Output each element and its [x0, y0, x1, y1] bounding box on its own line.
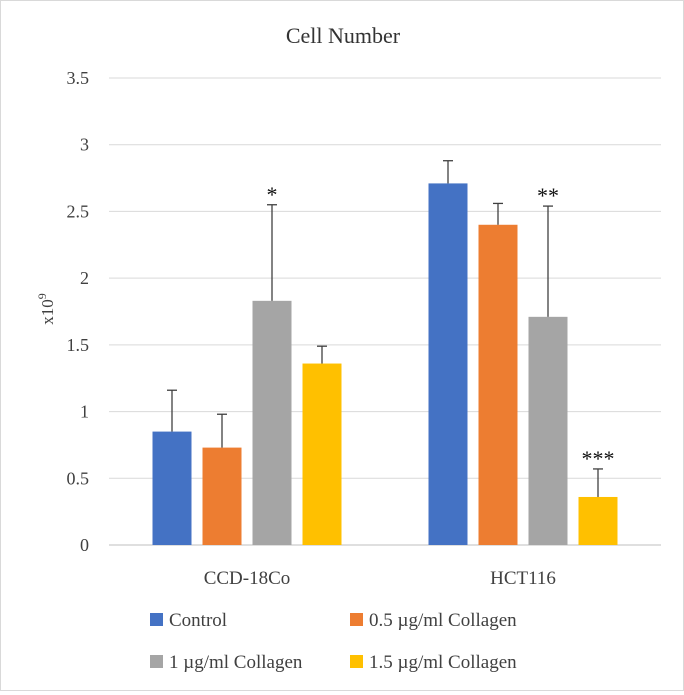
significance-markers: * *****	[267, 182, 615, 471]
y-axis-label-base: x10	[38, 299, 57, 325]
bar	[428, 183, 468, 545]
legend-label: Control	[169, 610, 227, 631]
chart-title: Cell Number	[286, 23, 401, 48]
y-tick-label: 1.5	[67, 335, 90, 355]
legend: Control 0.5 µg/ml Collagen 1 µg/ml Collage…	[150, 610, 517, 673]
y-tick-label: 3.5	[67, 68, 90, 88]
legend-label: 0.5 µg/ml Collagen	[369, 610, 517, 631]
error-bars	[167, 160, 603, 497]
y-tick-label: 2.5	[67, 201, 90, 221]
y-tick-label: 3	[80, 135, 89, 155]
legend-label: 1.5 µg/ml Collagen	[369, 652, 517, 673]
bar	[252, 300, 292, 545]
legend-swatch	[150, 613, 163, 626]
y-tick-label: 0.5	[67, 468, 90, 488]
bar	[578, 496, 618, 545]
gridlines	[109, 77, 661, 546]
x-axis-categories: CCD-18Co HCT116	[204, 568, 556, 589]
legend-swatch	[350, 655, 363, 668]
y-tick-label: 1	[80, 402, 89, 422]
y-axis-label: x109	[35, 293, 57, 325]
significance-marker: ***	[582, 446, 615, 471]
legend-swatch	[150, 655, 163, 668]
significance-marker: **	[537, 183, 559, 208]
y-axis-label-exponent: 9	[35, 293, 49, 299]
legend-swatch	[350, 613, 363, 626]
significance-marker: *	[267, 182, 278, 207]
y-tick-label: 2	[80, 268, 89, 288]
legend-label: 1 µg/ml Collagen	[169, 652, 303, 673]
bar	[152, 431, 192, 545]
bar	[528, 316, 568, 545]
bar	[202, 447, 242, 545]
bars	[152, 183, 618, 545]
x-category-label: HCT116	[490, 568, 556, 589]
bar	[478, 224, 518, 545]
bar	[302, 363, 342, 545]
y-axis-ticks: 0 0.5 1 1.5 2 2.5 3 3.5	[67, 68, 90, 555]
x-category-label: CCD-18Co	[204, 568, 291, 589]
y-tick-label: 0	[80, 535, 89, 555]
